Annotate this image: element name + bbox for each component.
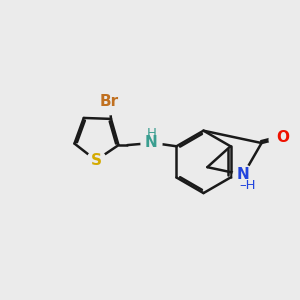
Text: –H: –H [240,178,256,192]
Text: N: N [145,135,158,150]
Text: H: H [146,127,156,140]
Text: O: O [276,130,289,145]
Text: S: S [90,153,101,168]
Text: N: N [237,167,250,182]
Text: Br: Br [100,94,119,109]
